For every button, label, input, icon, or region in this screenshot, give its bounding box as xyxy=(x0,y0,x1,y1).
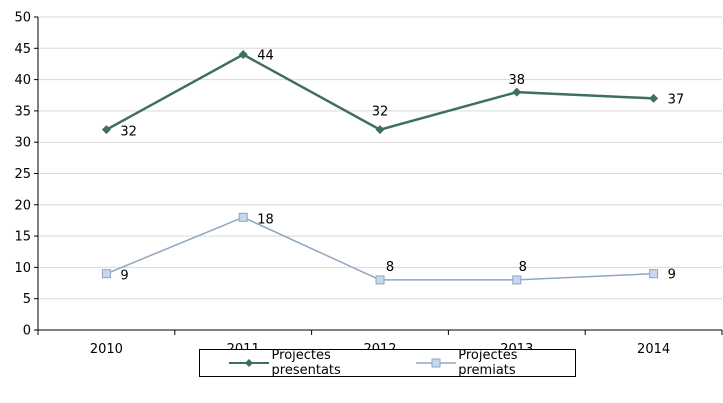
legend-label-premiats: Projectes premiats xyxy=(458,348,518,378)
point-0-2 xyxy=(375,125,385,135)
legend-item-presentats: Projectes presentats xyxy=(227,348,400,378)
data-label-0-1: 44 xyxy=(257,49,274,64)
y-tick-label-5: 5 xyxy=(23,292,31,307)
legend-swatch-presentats xyxy=(229,359,269,367)
y-tick-label-20: 20 xyxy=(14,198,31,213)
point-1-1 xyxy=(238,212,248,222)
series-presentats: 32 44 32 38 37 xyxy=(101,49,685,140)
point-1-4 xyxy=(649,269,659,279)
point-0-0 xyxy=(101,125,111,135)
point-0-1 xyxy=(238,50,248,60)
data-label-0-4: 37 xyxy=(668,92,685,107)
data-label-1-1: 18 xyxy=(257,212,274,227)
legend-label-presentats: Projectes presentats xyxy=(271,348,341,378)
point-1-0 xyxy=(101,269,111,279)
data-label-0-0: 32 xyxy=(120,125,137,140)
y-tick-label-45: 45 xyxy=(14,42,31,57)
y-tick-label-50: 50 xyxy=(14,11,31,26)
data-label-1-2: 8 xyxy=(386,260,394,275)
legend-item-premiats: Projectes premiats xyxy=(414,348,575,378)
y-axis-ticks: 0 5 10 15 20 25 30 35 40 45 50 xyxy=(14,11,38,339)
y-tick-label-40: 40 xyxy=(14,73,31,88)
gridlines xyxy=(38,16,722,300)
legend-swatch-premiats xyxy=(415,358,456,368)
y-tick-label-35: 35 xyxy=(14,104,31,119)
x-tick-label-2014: 2014 xyxy=(637,342,670,357)
data-label-1-0: 9 xyxy=(120,269,128,284)
point-0-3 xyxy=(512,87,522,97)
legend: Projectes presentats Projectes premiats xyxy=(199,348,576,378)
point-1-2 xyxy=(375,275,385,285)
data-label-1-3: 8 xyxy=(519,260,527,275)
y-tick-label-0: 0 xyxy=(23,324,31,339)
y-tick-label-30: 30 xyxy=(14,136,31,151)
x-tick-label-2010: 2010 xyxy=(90,342,123,357)
series-premiats: 9 18 8 8 9 xyxy=(101,212,676,285)
data-label-0-2: 32 xyxy=(372,105,389,120)
series-line-1 xyxy=(106,216,654,281)
point-1-3 xyxy=(512,275,522,285)
y-tick-label-15: 15 xyxy=(14,230,31,245)
y-tick-label-10: 10 xyxy=(14,261,31,276)
data-label-1-4: 9 xyxy=(668,268,676,283)
series-group: 32 44 32 38 37 9 18 8 8 9 xyxy=(101,49,685,285)
data-label-0-3: 38 xyxy=(509,73,526,88)
point-0-4 xyxy=(649,93,659,103)
y-tick-label-25: 25 xyxy=(14,167,31,182)
